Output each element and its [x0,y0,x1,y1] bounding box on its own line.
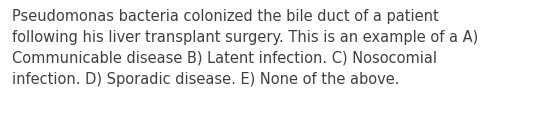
Text: Pseudomonas bacteria colonized the bile duct of a patient
following his liver tr: Pseudomonas bacteria colonized the bile … [12,9,479,87]
